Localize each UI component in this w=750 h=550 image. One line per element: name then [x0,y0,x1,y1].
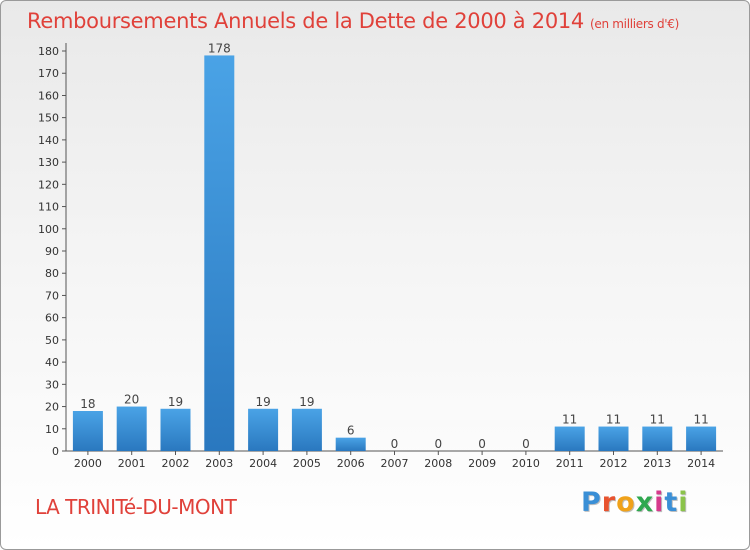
data-label: 0 [434,437,442,451]
y-tick-label: 20 [45,401,59,414]
bar [686,426,717,451]
bar [160,408,191,451]
x-tick-label: 2005 [293,457,321,470]
y-tick-label: 10 [45,423,59,436]
data-label: 11 [606,413,621,427]
y-tick-label: 70 [45,289,59,302]
data-label: 20 [124,393,139,407]
x-tick-label: 2001 [118,457,146,470]
bars [72,55,717,451]
x-tick-label: 2014 [687,457,715,470]
bar [598,426,629,451]
x-tick-label: 2010 [512,457,540,470]
y-tick-label: 60 [45,312,59,325]
logo-letter: t [664,487,679,518]
bar [291,408,322,451]
commune-name: LA TRINITé-DU-MONT [35,495,237,519]
data-label: 11 [650,413,665,427]
y-tick-label: 150 [38,112,59,125]
y-tick-label: 110 [38,201,59,214]
y-tick-label: 90 [45,245,59,258]
logo-letter: r [601,487,617,518]
bar [72,411,103,451]
logo-letter: i [654,487,665,518]
y-tick-label: 160 [38,89,59,102]
data-label: 19 [299,395,314,409]
bar [204,55,235,451]
proxiti-logo: Proxiti [581,487,689,518]
x-tick-label: 2011 [556,457,584,470]
y-tick-label: 30 [45,378,59,391]
bar [335,437,366,451]
bar [642,426,673,451]
bar [554,426,585,451]
y-tick-label: 80 [45,267,59,280]
data-label: 0 [522,437,530,451]
logo-letter: i [678,487,689,518]
unit-label: (en milliers d'€) [590,17,680,31]
bar [248,408,279,451]
x-tick-label: 2006 [337,457,365,470]
y-tick-label: 50 [45,334,59,347]
x-tick-label: 2009 [468,457,496,470]
data-label: 178 [208,41,231,55]
y-tick-label: 100 [38,223,59,236]
chart-title: Remboursements Annuels de la Dette de 20… [27,9,679,33]
data-label: 19 [168,395,183,409]
x-tick-label: 2007 [381,457,409,470]
title-text: Remboursements Annuels de la Dette de 20… [27,9,584,33]
logo-letter: x [635,487,655,518]
data-label: 6 [347,424,355,438]
y-tick-label: 140 [38,134,59,147]
x-tick-label: 2008 [424,457,452,470]
data-label: 11 [562,413,577,427]
y-tick-label: 120 [38,178,59,191]
y-tick-label: 130 [38,156,59,169]
data-label: 19 [255,395,270,409]
data-label: 0 [391,437,399,451]
axes: 0102030405060708090100110120130140150160… [38,43,723,470]
y-tick-label: 180 [38,45,59,58]
logo-letter: o [616,487,636,518]
x-tick-label: 2002 [162,457,190,470]
data-label: 11 [693,413,708,427]
bar [116,406,147,451]
y-tick-label: 170 [38,67,59,80]
x-tick-label: 2004 [249,457,277,470]
x-tick-label: 2000 [74,457,102,470]
logo-letter: P [581,487,602,518]
data-label: 0 [478,437,486,451]
y-tick-label: 0 [52,445,59,458]
y-tick-label: 40 [45,356,59,369]
x-tick-label: 2003 [205,457,233,470]
data-labels: 18 20 19 178 19 19 6 0 0 0 0 11 11 11 11 [80,41,708,451]
data-label: 18 [80,397,95,411]
x-tick-label: 2012 [600,457,628,470]
x-tick-label: 2013 [643,457,671,470]
